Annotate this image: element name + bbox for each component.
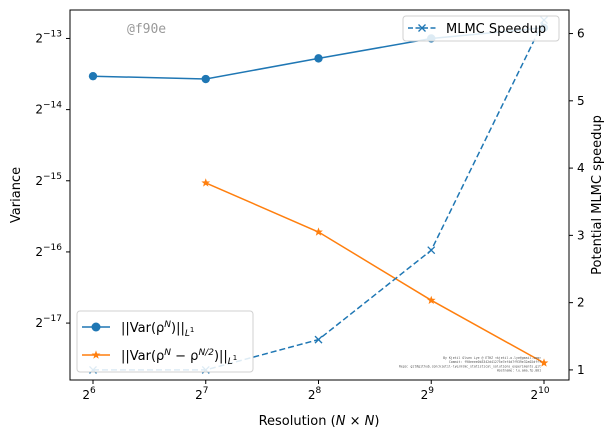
x-axis: 26 27 28 29 210 xyxy=(82,380,550,402)
y-left-tick-label: 2−15 xyxy=(35,172,62,188)
x-axis-label: Resolution (N × N) xyxy=(259,414,380,429)
y-right-tick-label: 5 xyxy=(577,94,585,108)
credits-text: By Kjetil Olsen Lye @ ETHZ <kjetil.o.lye… xyxy=(399,356,541,373)
series-line-2 xyxy=(205,182,545,364)
legend-lower-entry-2: ||Var(ρN − ρN/2)||L1 xyxy=(82,348,237,367)
x-tick-label: 27 xyxy=(195,386,208,402)
series-3-point xyxy=(314,335,323,344)
legend-upper-swatch-marker xyxy=(418,24,426,32)
watermark: @f90e xyxy=(127,22,166,37)
y-axis-left: 2−13 2−14 2−15 2−16 2−17 xyxy=(35,29,70,330)
legend-lower: ||Var(ρN)||L1 ||Var(ρN − ρN/2)||L1 xyxy=(76,310,254,373)
series-1-point xyxy=(314,54,323,63)
x-tick-label: 210 xyxy=(530,386,549,402)
legend-lower-label-2: ||Var(ρN − ρN/2)||L1 xyxy=(121,348,237,367)
legend-lower-box xyxy=(76,310,254,373)
plot-frame xyxy=(69,9,570,381)
y-left-tick-label: 2−16 xyxy=(35,243,62,259)
credits-line: Hostname: lu.ama.fp.001 xyxy=(497,369,541,373)
x-tick-label: 26 xyxy=(82,386,96,402)
series-2-point xyxy=(201,178,211,187)
legend-lower-label-1: ||Var(ρN)||L1 xyxy=(121,320,194,339)
credits-line: Repo: git@github.com:kjetil-lye/mlmc_sta… xyxy=(399,364,541,368)
y-left-tick-label: 2−13 xyxy=(35,29,62,45)
y-right-tick-label: 3 xyxy=(577,228,585,242)
series-2-point xyxy=(426,295,436,305)
y-axis-left-label: Variance xyxy=(9,167,24,223)
legend-upper: MLMC Speedup xyxy=(402,15,560,42)
series-1-point xyxy=(88,71,98,81)
credits-line: Commit: f90eeee0b3342d41275e7ef4d7f939e3… xyxy=(449,360,541,364)
y-axis-right-label: Potential MLMC speedup xyxy=(590,115,605,275)
legend-lower-swatch-marker-2 xyxy=(91,350,101,359)
series-2-point xyxy=(539,358,549,367)
y-right-tick-label: 4 xyxy=(577,161,585,175)
y-right-tick-label: 6 xyxy=(577,27,585,41)
y-right-tick-label: 2 xyxy=(577,296,585,310)
series-1-point xyxy=(201,74,210,84)
y-left-tick-label: 2−17 xyxy=(35,314,62,330)
series-2-point xyxy=(314,227,323,236)
legend-upper-label: MLMC Speedup xyxy=(446,22,546,37)
legend-lower-entry-1: ||Var(ρN)||L1 xyxy=(82,320,194,339)
x-tick-label: 28 xyxy=(308,386,322,402)
series-3-point xyxy=(427,246,436,255)
x-tick-label: 29 xyxy=(421,386,435,402)
y-right-tick-label: 1 xyxy=(577,363,585,377)
legend-lower-swatch-marker-1 xyxy=(91,322,101,332)
legend-upper-box xyxy=(402,15,560,42)
y-left-tick-label: 2−14 xyxy=(35,101,62,117)
y-axis-right: 1 2 3 4 5 6 xyxy=(569,27,585,377)
credits-line: By Kjetil Olsen Lye @ ETHZ <kjetil.o.lye… xyxy=(443,356,541,360)
